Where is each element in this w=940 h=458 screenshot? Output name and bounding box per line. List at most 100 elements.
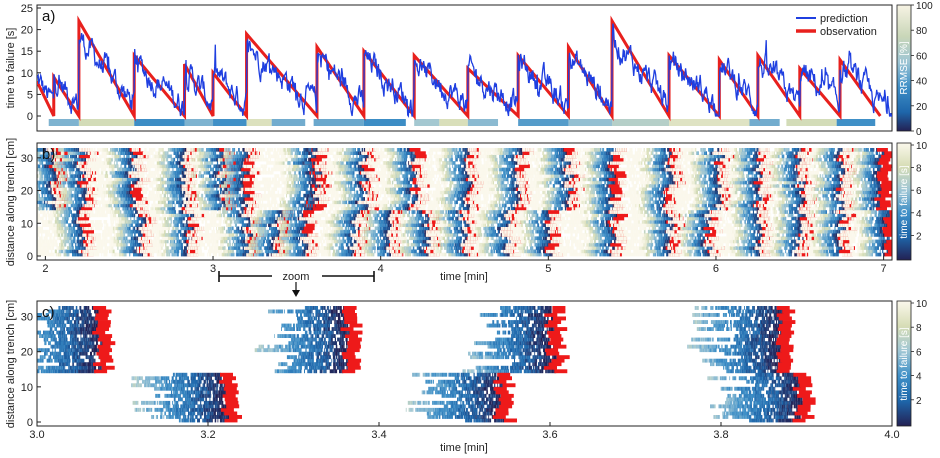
rrmse-segment — [414, 119, 440, 126]
failure-block — [780, 358, 794, 363]
failure-block — [346, 348, 360, 353]
rrmse-segment — [271, 119, 306, 126]
failure-block — [135, 197, 147, 201]
failure-block — [776, 306, 790, 310]
y-tick-label: 25 — [21, 3, 33, 15]
failure-block — [415, 174, 427, 178]
failure-block — [493, 386, 507, 391]
failure-block — [881, 180, 892, 185]
failure-block — [617, 213, 628, 218]
colorbar-tick-label: 8 — [916, 323, 922, 334]
failure-block — [500, 400, 514, 405]
colorbar-tick-label: 80 — [916, 26, 928, 37]
failure-block — [881, 187, 892, 191]
colorbar-tick-label: 8 — [916, 164, 922, 175]
colorbar-tick-label: 0 — [916, 127, 922, 138]
failure-block — [669, 148, 681, 152]
failure-block — [566, 200, 578, 205]
x-tick-label: 3.0 — [29, 429, 44, 441]
failure-block — [544, 323, 558, 328]
failure-block — [345, 334, 358, 338]
failure-block — [129, 190, 141, 195]
legend: prediction observation — [796, 13, 877, 38]
failure-block — [552, 309, 566, 314]
y-tick-label: 30 — [21, 312, 33, 324]
failure-block — [551, 358, 565, 363]
rrmse-segment — [48, 119, 79, 126]
failure-block — [79, 223, 91, 227]
failure-block — [546, 351, 560, 356]
failure-block — [244, 174, 255, 178]
failure-block — [347, 344, 361, 349]
failure-block — [797, 252, 809, 257]
failure-block — [798, 390, 812, 395]
panel-a-y-ticks: 0 5 10 15 20 25 — [21, 3, 41, 123]
failure-block — [497, 372, 511, 377]
failure-block — [796, 177, 808, 182]
rrmse-segment — [786, 119, 837, 126]
failure-block — [495, 411, 509, 416]
failure-block — [886, 239, 892, 244]
failure-block — [219, 379, 233, 384]
failure-block — [798, 376, 812, 381]
failure-block — [101, 365, 115, 370]
failure-block — [223, 376, 236, 381]
failure-block — [185, 193, 197, 198]
failure-block — [611, 190, 623, 195]
failure-block — [792, 418, 806, 423]
failure-block — [704, 239, 716, 244]
legend-observation-label: observation — [820, 26, 877, 38]
failure-block — [704, 233, 716, 237]
failure-block — [224, 411, 238, 416]
zoom-arrowhead-icon — [292, 290, 300, 297]
failure-block — [78, 216, 90, 221]
failure-block — [569, 203, 580, 208]
failure-block — [877, 161, 889, 165]
panel-a-colorbar: RRMSE [%] 0 20 40 60 80 100 — [896, 1, 933, 138]
failure-block — [415, 200, 427, 205]
failure-block — [315, 203, 327, 208]
failure-block — [776, 369, 790, 374]
failure-block — [721, 206, 732, 211]
failure-block — [761, 223, 773, 227]
failure-block — [782, 320, 796, 324]
failure-block — [805, 180, 817, 185]
failure-block — [793, 372, 807, 377]
panel-b-heatmap — [37, 148, 892, 257]
failure-block — [409, 187, 421, 191]
failure-block — [762, 193, 774, 198]
panel-a-colorbar-label: RRMSE [%] — [899, 41, 910, 95]
failure-block — [554, 369, 568, 374]
failure-block — [778, 316, 792, 321]
failure-block — [77, 180, 89, 185]
failure-block — [179, 206, 191, 211]
failure-block — [711, 216, 723, 221]
failure-block — [876, 148, 888, 152]
failure-block — [544, 313, 558, 317]
failure-block — [878, 190, 889, 195]
failure-block — [79, 213, 91, 218]
failure-block — [548, 210, 560, 214]
failure-block — [244, 197, 256, 201]
failure-block — [720, 197, 732, 201]
failure-block — [615, 174, 627, 178]
failure-block — [315, 177, 327, 182]
failure-block — [889, 213, 892, 218]
y-tick-label: 10 — [21, 218, 33, 230]
failure-block — [186, 249, 198, 254]
panel-a-label: a) — [42, 8, 55, 25]
failure-block — [504, 418, 517, 423]
failure-block — [498, 397, 512, 402]
failure-block — [719, 164, 731, 169]
failure-block — [98, 309, 112, 314]
panel-c-ticks: 0 10 20 30 3.0 3.2 3.4 3.6 3.8 4.0 — [21, 312, 900, 441]
failure-block — [703, 226, 715, 231]
legend-prediction-label: prediction — [820, 13, 868, 25]
failure-block — [839, 239, 850, 244]
failure-block — [778, 334, 792, 338]
failure-block — [500, 393, 514, 398]
y-tick-label: 10 — [21, 68, 33, 80]
failure-block — [874, 197, 886, 201]
failure-block — [876, 174, 888, 178]
